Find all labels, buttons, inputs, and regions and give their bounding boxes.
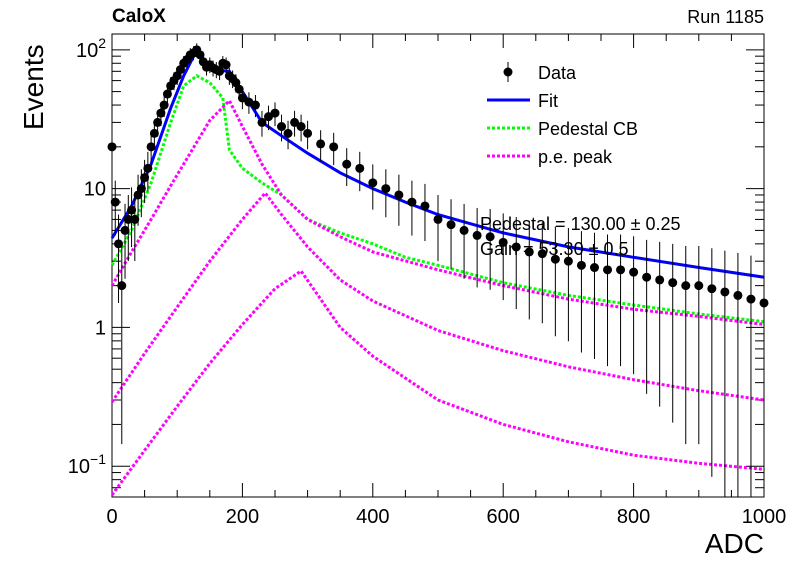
data-point [629,267,639,277]
fit-parameters: Pedestal = 130.00 ± 0.25 Gain = 53.30 ± 0… [480,214,681,259]
legend-label: p.e. peak [538,147,613,167]
data-point [283,128,293,138]
x-tick-label: 0 [106,506,117,528]
data-point [215,66,225,76]
data-point [511,242,521,252]
data-point [394,190,404,200]
data-point [642,272,652,282]
x-tick-label: 600 [487,506,520,528]
data-point [146,142,156,152]
data-point [342,159,352,169]
data-point [237,93,247,103]
data-point [368,178,378,188]
data-point [270,108,280,118]
data-point [433,214,443,224]
x-tick-label: 800 [617,506,650,528]
data-point [221,60,231,70]
y-tick-label: 1 [95,317,106,339]
y-tick-label: 102 [76,35,106,62]
data-point [668,278,678,288]
data-point [759,298,769,308]
data-point [616,265,626,275]
data-point [720,287,730,297]
data-point [316,139,326,149]
data-point [537,249,547,259]
y-tick-label: 10−1 [68,451,106,478]
data-point [550,254,560,264]
data-point [156,108,166,118]
data-point [355,163,365,173]
data-point [524,247,534,257]
y-tick-label: 10 [84,179,106,201]
data-point [603,265,613,275]
data-point [459,225,469,235]
data-point [140,173,150,183]
data-point [153,117,163,127]
data-point [589,263,599,273]
legend-label: Pedestal CB [538,119,638,139]
data-point [563,256,573,266]
data-point [446,220,456,230]
data-point [149,128,159,138]
data-point [127,205,137,215]
data-point [107,142,117,152]
legend-marker [503,67,513,77]
legend-label: Fit [538,91,558,111]
x-tick-label: 400 [356,506,389,528]
data-point [110,197,120,207]
data-point [420,201,430,211]
data-point [257,117,267,127]
data-point [329,142,339,152]
x-tick-label: 200 [226,506,259,528]
run-label: Run 1185 [687,7,764,27]
data-points [107,43,769,497]
data-point [162,89,172,99]
data-point [159,100,169,110]
component-curve [110,74,765,324]
data-point [296,122,306,132]
x-axis-label: ADC [704,528,764,559]
data-point [694,281,704,291]
component-curve [110,268,765,496]
data-point [746,294,756,304]
fit-parameter-line: Pedestal = 130.00 ± 0.25 [480,214,681,234]
data-point [733,290,743,300]
data-point [143,163,153,173]
data-point [277,122,287,132]
data-point [234,84,244,94]
data-point [120,225,130,235]
data-point [472,230,482,240]
data-point [114,239,124,249]
data-point [136,184,146,194]
x-tick-label: 1000 [742,506,787,528]
data-point [407,197,417,207]
data-point [576,260,586,270]
data-point [485,232,495,242]
legend: Data Fit Pedestal CB p.e. peak [478,52,682,174]
data-point [250,100,260,110]
data-point [195,50,205,60]
data-point [290,117,300,127]
fit-parameter-line: Gain = 53.30 ± 0.5 [480,239,628,259]
data-point [498,237,508,247]
axis-ticks: 0 200 400 600 800 1000 10−1 1 10 102 [68,34,786,528]
data-point [123,214,133,224]
data-point [130,214,140,224]
data-point [655,275,665,285]
experiment-label: CaloX [112,6,166,27]
component-curve [110,190,765,403]
legend-label: Data [538,63,577,83]
data-point [381,184,391,194]
data-point [303,128,313,138]
data-point [117,281,127,291]
data-point [681,281,691,291]
data-point [707,284,717,294]
